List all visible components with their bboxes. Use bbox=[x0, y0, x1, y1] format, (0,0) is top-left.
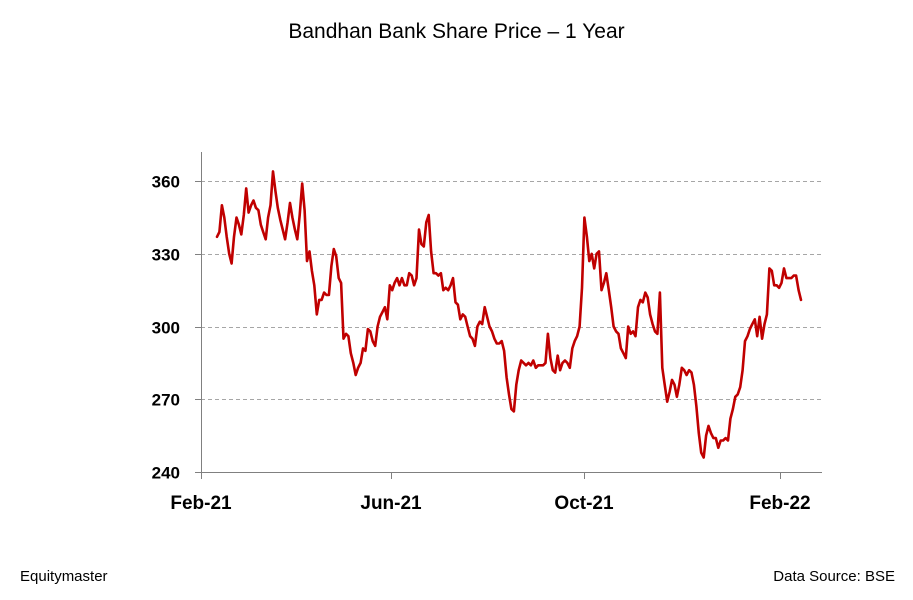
axes bbox=[195, 152, 822, 479]
series-layer bbox=[215, 170, 803, 459]
x-tick-label: Jun-21 bbox=[360, 493, 422, 514]
series-line-0 bbox=[215, 170, 803, 459]
footer-source-brand: Equitymaster bbox=[20, 568, 108, 585]
y-tick-label: 240 bbox=[152, 464, 180, 483]
chart-title: Bandhan Bank Share Price – 1 Year bbox=[288, 20, 625, 43]
y-tick-label: 330 bbox=[152, 246, 180, 265]
x-tick-label: Feb-21 bbox=[170, 493, 232, 514]
gridlines bbox=[201, 181, 822, 400]
footer-data-source: Data Source: BSE bbox=[773, 568, 895, 585]
tick-labels: 240 270 300 330 360 Feb-21 Jun-21 Oct-21 Feb-22 bbox=[152, 173, 811, 515]
x-tick-label: Feb-22 bbox=[749, 493, 810, 514]
y-tick-label: 270 bbox=[152, 391, 180, 410]
y-tick-label: 360 bbox=[152, 173, 180, 192]
y-tick-label: 300 bbox=[152, 319, 180, 338]
x-tick-label: Oct-21 bbox=[554, 493, 614, 514]
